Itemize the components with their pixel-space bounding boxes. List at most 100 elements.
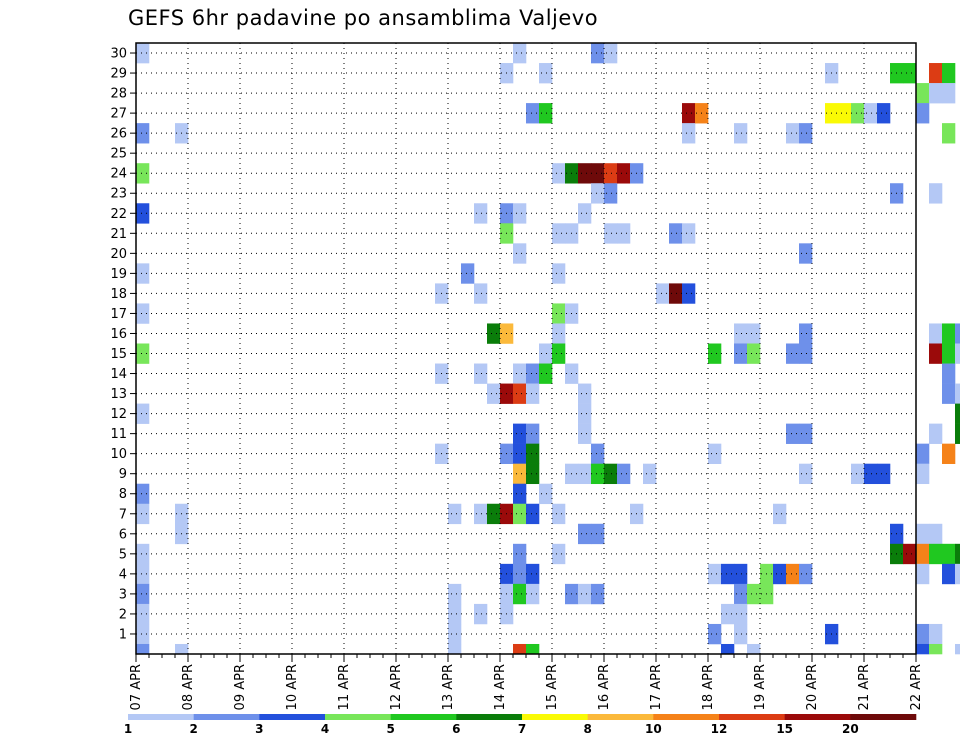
heatmap-cell [955, 643, 960, 655]
heatmap-cell [448, 503, 462, 525]
heatmap-cell [916, 103, 930, 124]
heatmap-cell [773, 503, 787, 525]
heatmap-cell [604, 463, 618, 485]
heatmap-cell [578, 423, 592, 444]
heatmap-cell [916, 623, 930, 645]
y-tick-label: 22 [110, 207, 127, 222]
y-tick-label: 18 [110, 287, 127, 302]
y-tick-label: 2 [119, 607, 127, 622]
colorbar-label: 7 [518, 722, 526, 736]
heatmap-cell [916, 563, 930, 585]
heatmap-cell [929, 63, 943, 84]
colorbar-label: 2 [189, 722, 197, 736]
heatmap-cell [955, 423, 960, 444]
heatmap-cell [682, 123, 696, 144]
heatmap-cell [721, 603, 735, 625]
heatmap-cell [955, 343, 960, 364]
heatmap-cell [799, 463, 813, 485]
heatmap-cell [942, 63, 956, 84]
x-tick-label: 13 APR [441, 664, 456, 710]
heatmap-cell [552, 543, 566, 565]
heatmap-cell [136, 543, 150, 565]
heatmap-cell [513, 503, 527, 525]
y-tick-label: 14 [110, 367, 127, 382]
x-tick-label: 10 APR [285, 664, 300, 710]
heatmap-cell [864, 463, 878, 485]
heatmap-cell [734, 603, 748, 625]
colorbar-swatch [259, 714, 326, 720]
heatmap-cell [175, 643, 189, 655]
heatmap-cell [734, 323, 748, 344]
colorbar-label: 4 [321, 722, 329, 736]
heatmap-cell [656, 283, 670, 304]
heatmap-cell [136, 43, 150, 64]
heatmap-cell [591, 183, 605, 204]
y-tick-label: 3 [119, 587, 127, 602]
x-tick-label: 18 APR [701, 664, 716, 710]
heatmap-cell [513, 423, 527, 444]
heatmap-cell [552, 503, 566, 525]
heatmap-cell [903, 543, 917, 565]
heatmap-cell [136, 403, 150, 424]
heatmap-cell [136, 203, 150, 224]
heatmap-cell [604, 163, 618, 184]
heatmap-cell [903, 63, 917, 84]
heatmap-cell [552, 163, 566, 184]
heatmap-cell [734, 583, 748, 605]
heatmap-cell [734, 123, 748, 144]
heatmap-cell [513, 543, 527, 565]
heatmap-cell [786, 123, 800, 144]
heatmap-cell [747, 583, 761, 605]
heatmap-cell [513, 583, 527, 605]
x-tick-label: 08 APR [181, 664, 196, 710]
heatmap-cell [513, 363, 527, 384]
y-tick-label: 11 [110, 427, 127, 442]
heatmap-cell [929, 623, 943, 645]
heatmap-cell [136, 303, 150, 324]
x-axis: 07 APR 08 APR 09 APR 10 APR 11 APR 12 APR 13 A… [129, 654, 924, 710]
heatmap-cell [929, 343, 943, 364]
heatmap-cell [708, 623, 722, 645]
heatmap-cell [539, 363, 553, 384]
heatmap-cells [136, 43, 960, 655]
heatmap-cell [734, 343, 748, 364]
heatmap-cell [539, 343, 553, 364]
x-tick-label: 07 APR [129, 664, 144, 710]
heatmap-cell [136, 603, 150, 625]
heatmap-cell [955, 543, 960, 565]
heatmap-cell [838, 103, 852, 124]
heatmap-cell [799, 123, 813, 144]
x-tick-label: 19 APR [753, 664, 768, 710]
heatmap-cell [864, 103, 878, 124]
x-tick-label: 12 APR [389, 664, 404, 710]
colorbar-label: 20 [842, 722, 859, 736]
heatmap-cell [474, 283, 488, 304]
heatmap-cell [929, 643, 943, 655]
heatmap-cell [604, 43, 618, 64]
heatmap-cell [942, 543, 956, 565]
heatmap-cell [942, 83, 956, 104]
heatmap-cell [929, 543, 943, 565]
colorbar: 1 2 3 4 5 6 7 8 10 12 15 20 [124, 714, 917, 736]
colorbar-label: 6 [452, 722, 460, 736]
heatmap-cell [513, 643, 527, 655]
heatmap-cell [448, 623, 462, 645]
heatmap-cell [526, 423, 540, 444]
colorbar-label: 3 [255, 722, 263, 736]
colorbar-swatch [784, 714, 851, 720]
y-tick-label: 17 [110, 307, 127, 322]
y-tick-label: 4 [119, 567, 127, 582]
colorbar-label: 12 [711, 722, 728, 736]
y-tick-label: 30 [110, 47, 127, 62]
heatmap-cell [877, 463, 891, 485]
heatmap-cell [136, 123, 150, 144]
heatmap-cell [617, 463, 631, 485]
heatmap-cell [513, 443, 527, 464]
heatmap-cell [617, 223, 631, 244]
heatmap-cell [578, 463, 592, 485]
heatmap-cell [136, 483, 150, 505]
heatmap-cell [929, 423, 943, 444]
heatmap-cell [916, 643, 930, 655]
heatmap-cell [526, 563, 540, 585]
